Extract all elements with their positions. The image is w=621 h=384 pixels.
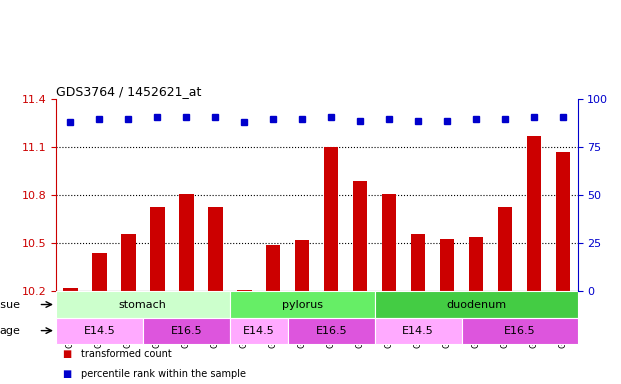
Text: E16.5: E16.5 [315, 326, 347, 336]
Text: tissue: tissue [0, 300, 20, 310]
Bar [469, 237, 483, 291]
Bar [288, 318, 374, 344]
Text: ■: ■ [62, 369, 71, 379]
Bar [440, 238, 455, 291]
Text: duodenum: duodenum [446, 300, 506, 310]
Bar [411, 234, 425, 291]
Bar [179, 194, 194, 291]
Text: ■: ■ [62, 349, 71, 359]
Bar [121, 234, 135, 291]
Bar [498, 207, 512, 291]
Bar [63, 288, 78, 291]
Bar [56, 291, 230, 318]
Bar [92, 253, 107, 291]
Bar [266, 245, 281, 291]
Bar [56, 318, 143, 344]
Bar [230, 291, 374, 318]
Bar [556, 152, 570, 291]
Text: E14.5: E14.5 [402, 326, 434, 336]
Text: E14.5: E14.5 [83, 326, 116, 336]
Bar [295, 240, 309, 291]
Bar [324, 147, 338, 291]
Text: E16.5: E16.5 [504, 326, 535, 336]
Bar [208, 207, 222, 291]
Bar [143, 318, 230, 344]
Bar [150, 207, 165, 291]
Text: stomach: stomach [119, 300, 167, 310]
Text: age: age [0, 326, 20, 336]
Bar [230, 318, 288, 344]
Bar [353, 181, 368, 291]
Text: E14.5: E14.5 [243, 326, 274, 336]
Bar [461, 318, 578, 344]
Text: percentile rank within the sample: percentile rank within the sample [81, 369, 246, 379]
Bar [374, 291, 578, 318]
Text: pylorus: pylorus [282, 300, 323, 310]
Bar [382, 194, 396, 291]
Text: E16.5: E16.5 [171, 326, 202, 336]
Bar [237, 290, 252, 291]
Text: GDS3764 / 1452621_at: GDS3764 / 1452621_at [56, 85, 201, 98]
Text: transformed count: transformed count [81, 349, 171, 359]
Bar [527, 136, 542, 291]
Bar [374, 318, 461, 344]
